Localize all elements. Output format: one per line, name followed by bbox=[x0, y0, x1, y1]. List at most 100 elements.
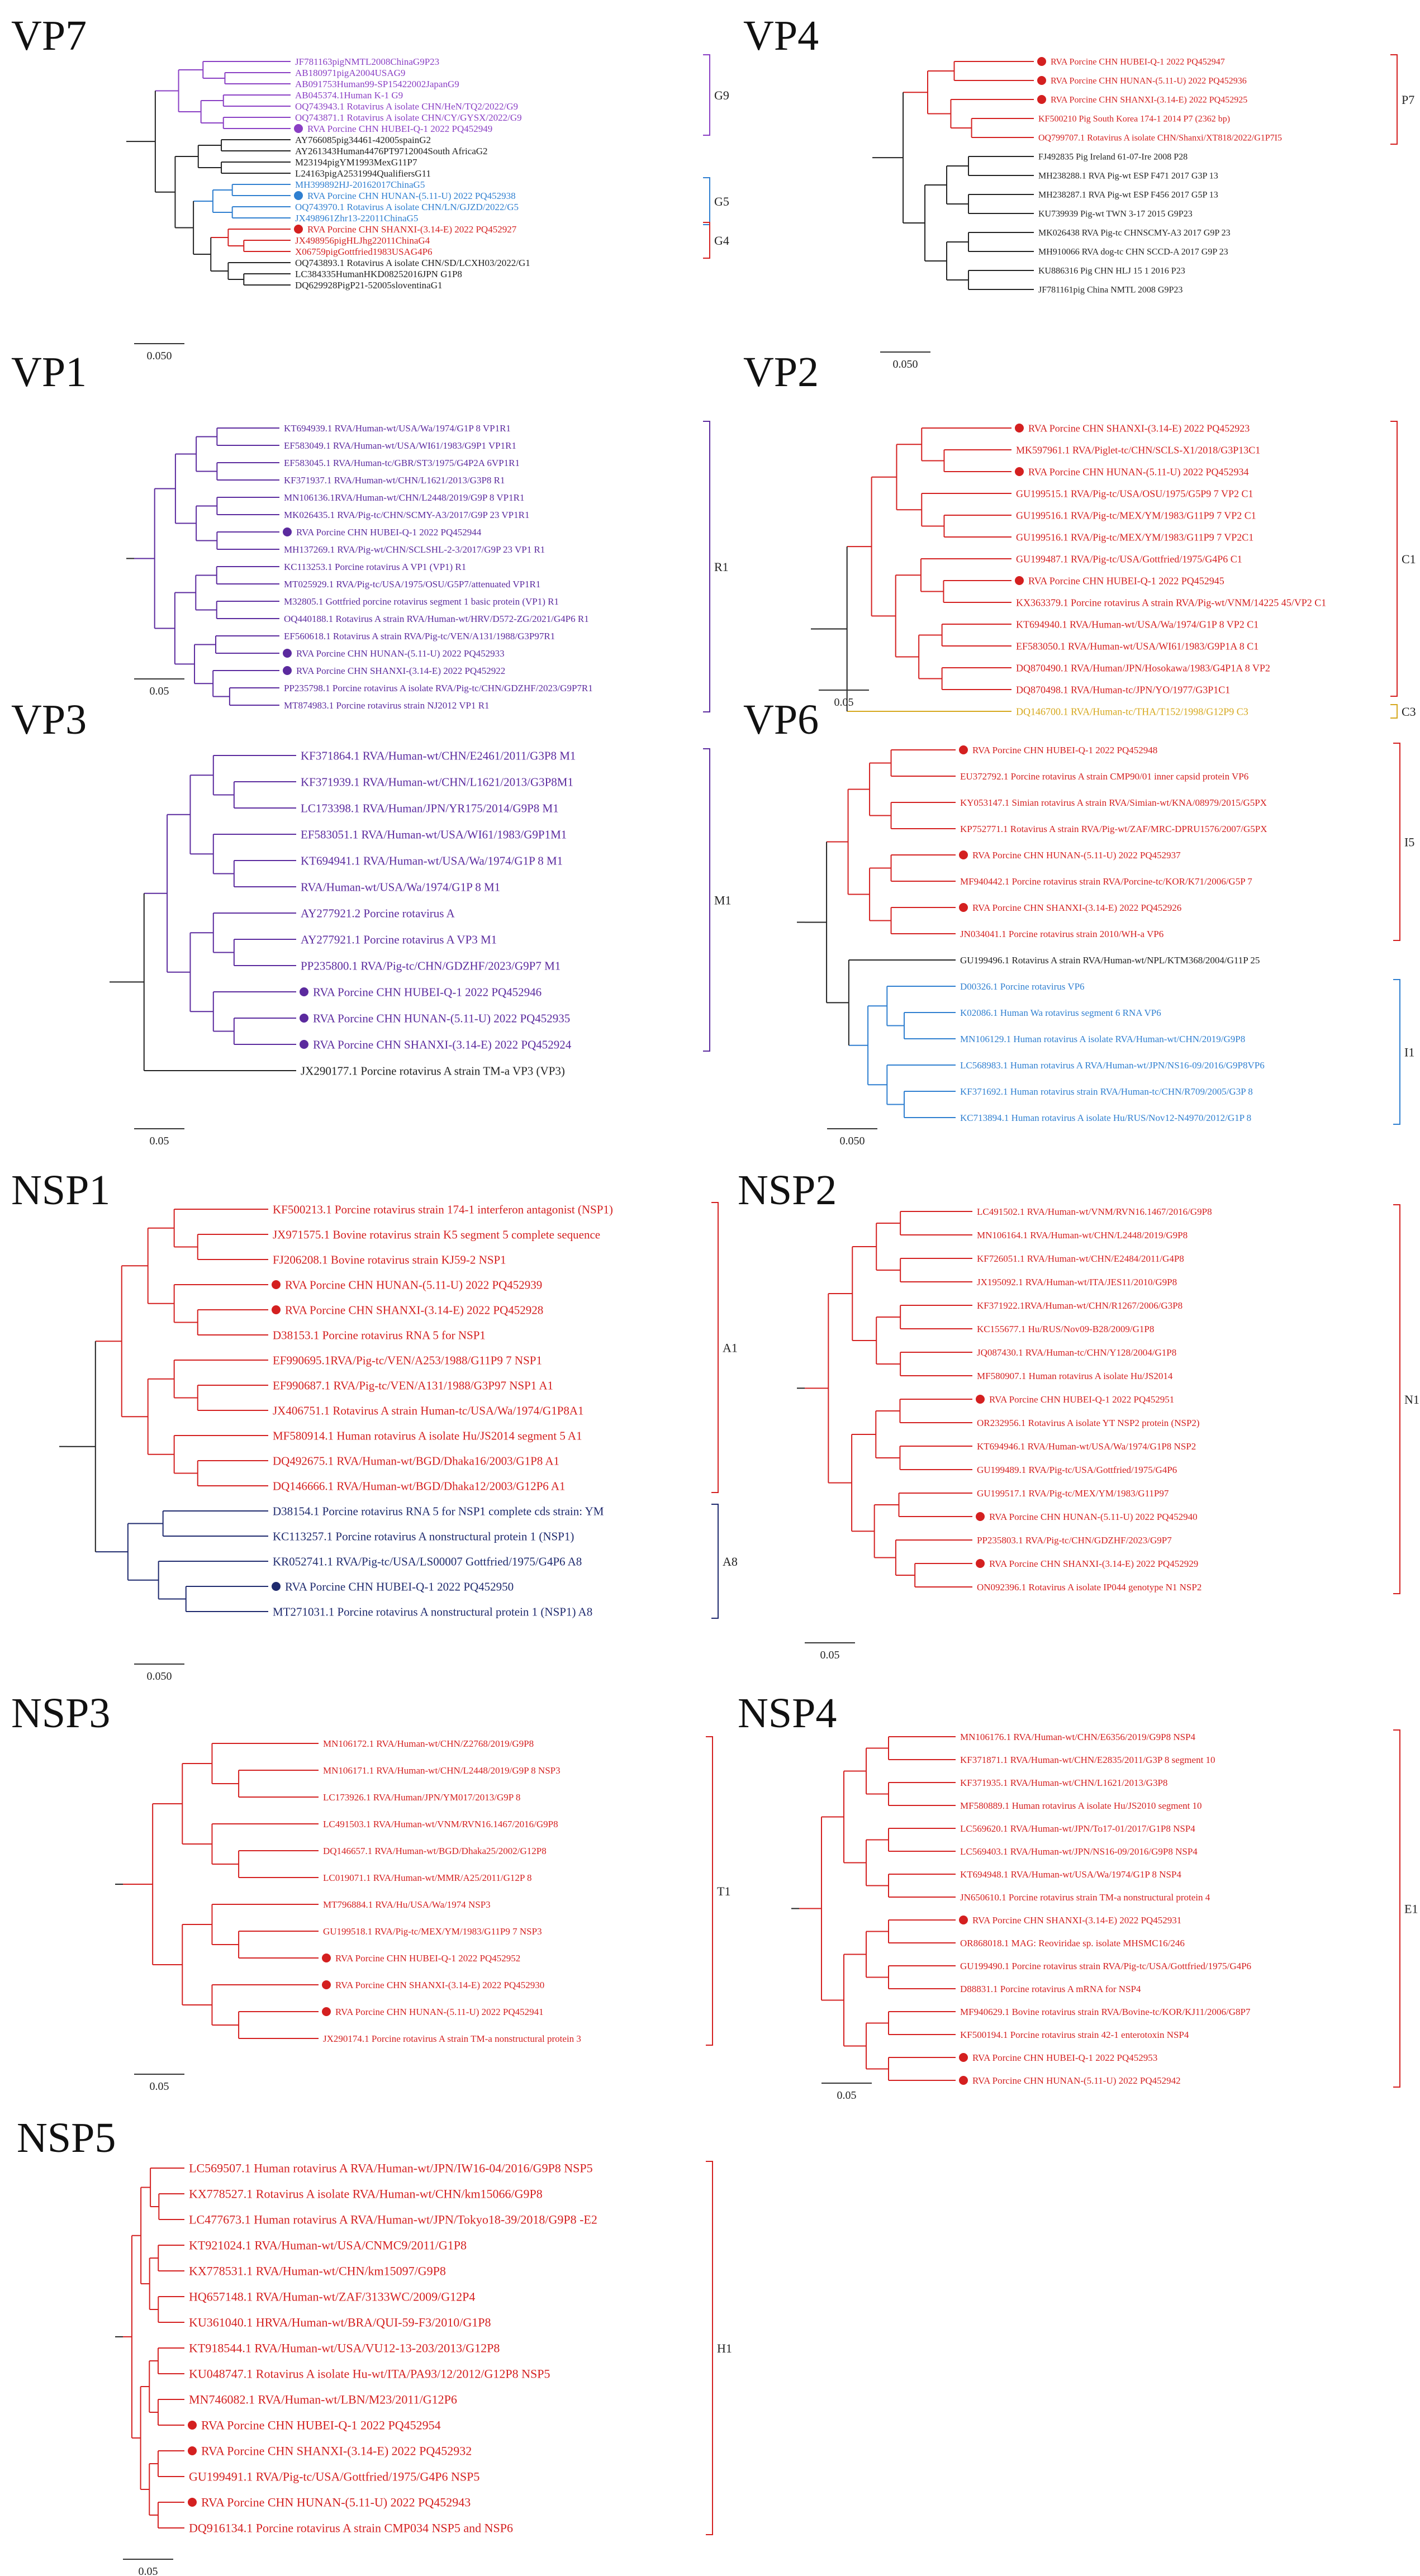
leaf-label: M23194pigYM1993MexG11P7 bbox=[295, 157, 417, 168]
scale-label: 0.05 bbox=[820, 1649, 840, 1661]
tree-svg: RVA Porcine CHN SHANXI-(3.14-E) 2022 PQ4… bbox=[811, 421, 1416, 719]
panel-nsp2: NSP2 LC491502.1 RVA/Human-wt/VNM/RVN16.1… bbox=[721, 1162, 1420, 1676]
sample-dot bbox=[322, 2007, 331, 2016]
leaf-label: KT694946.1 RVA/Human-wt/USA/Wa/1974/G1P8… bbox=[977, 1441, 1196, 1452]
leaf-label: KP752771.1 Rotavirus A strain RVA/Pig-wt… bbox=[960, 824, 1267, 834]
leaf-label: MN106171.1 RVA/Human-wt/CHN/L2448/2019/G… bbox=[323, 1765, 561, 1776]
leaf-label: EF990687.1 RVA/Pig-tc/VEN/A131/1988/G3P9… bbox=[273, 1379, 553, 1392]
leaf-label: RVA Porcine CHN HUBEI-Q-1 2022 PQ452953 bbox=[972, 2052, 1157, 2063]
leaf-label: D38153.1 Porcine rotavirus RNA 5 for NSP… bbox=[273, 1328, 486, 1342]
leaf-label: RVA Porcine CHN HUNAN-(5.11-U) 2022 PQ45… bbox=[307, 191, 516, 201]
leaf-label: KF726051.1 RVA/Human-wt/CHN/E2484/2011/G… bbox=[977, 1253, 1184, 1264]
leaf-label: GU199516.1 RVA/Pig-tc/MEX/YM/1983/G11P9 … bbox=[1016, 531, 1253, 543]
leaf-label: MH137269.1 RVA/Pig-wt/CHN/SCLSHL-2-3/201… bbox=[284, 544, 545, 555]
leaf-label: KC113257.1 Porcine rotavirus A nonstruct… bbox=[273, 1529, 574, 1543]
leaf-label: RVA Porcine CHN SHANXI-(3.14-E) 2022 PQ4… bbox=[335, 1980, 544, 1990]
leaf-label: JX498961Zhr13-22011ChinaG5 bbox=[295, 213, 418, 224]
tree-svg: JF781163pigNMTL2008ChinaG9P23AB180971pig… bbox=[126, 54, 729, 362]
clade-bracket bbox=[703, 421, 710, 712]
leaf-label: RVA Porcine CHN SHANXI-(3.14-E) 2022 PQ4… bbox=[307, 224, 517, 235]
leaf-label: JX290177.1 Porcine rotavirus A strain TM… bbox=[301, 1064, 565, 1077]
clade-label: N1 bbox=[1404, 1392, 1419, 1406]
leaf-label: KT694939.1 RVA/Human-wt/USA/Wa/1974/G1P … bbox=[284, 423, 511, 434]
leaf-label: AY277921.2 Porcine rotavirus A bbox=[301, 906, 455, 920]
leaf-label: MN106172.1 RVA/Human-wt/CHN/Z2768/2019/G… bbox=[323, 1738, 534, 1749]
panel-title: NSP2 bbox=[738, 1167, 837, 1214]
sample-dot bbox=[1037, 76, 1046, 85]
leaf-label: KF371935.1 RVA/Human-wt/CHN/L1621/2013/G… bbox=[960, 1777, 1167, 1788]
leaf-label: KT921024.1 RVA/Human-wt/USA/CNMC9/2011/G… bbox=[189, 2238, 467, 2252]
scale-label: 0.05 bbox=[139, 2565, 158, 2576]
leaf-label: EU372792.1 Porcine rotavirus A strain CM… bbox=[960, 771, 1248, 782]
leaf-label: KF371692.1 Human rotavirus strain RVA/Hu… bbox=[960, 1086, 1253, 1097]
panel-title: NSP1 bbox=[11, 1167, 111, 1214]
clade-bracket bbox=[1393, 979, 1400, 1125]
leaf-label: FJ492835 Pig Ireland 61-07-Ire 2008 P28 bbox=[1038, 153, 1188, 162]
sample-dot bbox=[959, 2076, 968, 2085]
panel-title: NSP5 bbox=[17, 2114, 116, 2161]
panel-vp6: VP6 RVA Porcine CHN HUBEI-Q-1 2022 PQ452… bbox=[721, 687, 1420, 1147]
leaf-label: AY261343Human4476PT9712004South AfricaG2 bbox=[295, 146, 488, 156]
clade-bracket bbox=[1390, 704, 1398, 719]
leaf-label: KT694948.1 RVA/Human-wt/USA/Wa/1974/G1P … bbox=[960, 1869, 1181, 1880]
leaf-label: KU361040.1 HRVA/Human-wt/BRA/QUI-59-F3/2… bbox=[189, 2316, 491, 2330]
leaf-label: KX363379.1 Porcine rotavirus A strain RV… bbox=[1016, 597, 1326, 608]
tree-svg: LC491502.1 RVA/Human-wt/VNM/RVN16.1467/2… bbox=[797, 1204, 1419, 1661]
sample-dot bbox=[959, 2053, 968, 2062]
clade-label: G4 bbox=[714, 234, 729, 248]
clade-bracket bbox=[703, 177, 710, 225]
leaf-label: RVA Porcine CHN HUNAN-(5.11-U) 2022 PQ45… bbox=[313, 1011, 570, 1025]
leaf-label: KC113253.1 Porcine rotavirus A VP1 (VP1)… bbox=[284, 562, 466, 572]
leaf-label: RVA Porcine CHN SHANXI-(3.14-E) 2022 PQ4… bbox=[1028, 422, 1250, 434]
leaf-label: JX406751.1 Rotavirus A strain Human-tc/U… bbox=[273, 1404, 584, 1417]
clade-label: M1 bbox=[714, 893, 732, 907]
leaf-label: RVA Porcine CHN HUBEI-Q-1 2022 PQ452948 bbox=[972, 745, 1157, 755]
leaf-label: MK026438 RVA Pig-tc CHNSCMY-A3 2017 G9P … bbox=[1038, 229, 1231, 238]
leaf-label: KF371939.1 RVA/Human-wt/CHN/L1621/2013/G… bbox=[301, 775, 573, 788]
leaf-label: RVA Porcine CHN SHANXI-(3.14-E) 2022 PQ4… bbox=[285, 1303, 543, 1316]
leaf-label: GU199516.1 RVA/Pig-tc/MEX/YM/1983/G11P9 … bbox=[1016, 510, 1256, 521]
leaf-label: GU199490.1 Porcine rotavirus strain RVA/… bbox=[960, 1961, 1251, 1971]
sample-dot bbox=[294, 124, 303, 133]
leaf-label: RVA Porcine CHN SHANXI-(3.14-E) 2022 PQ4… bbox=[1051, 96, 1247, 105]
leaf-label: RVA Porcine CHN HUBEI-Q-1 2022 PQ452949 bbox=[307, 123, 492, 134]
leaf-label: AB180971pigA2004USAG9 bbox=[295, 68, 405, 78]
tree-svg: RVA Porcine CHN HUBEI-Q-1 2022 PQ452948 E… bbox=[797, 743, 1414, 1147]
leaf-label: MN106136.1RVA/Human-wt/CHN/L2448/2019/G9… bbox=[284, 492, 524, 503]
leaf-label: EF990695.1RVA/Pig-tc/VEN/A253/1988/G11P9… bbox=[273, 1353, 542, 1367]
panel-title: NSP4 bbox=[738, 1690, 837, 1737]
clade-bracket bbox=[711, 1504, 719, 1619]
clade-label: I5 bbox=[1404, 835, 1414, 849]
leaf-label: EF560618.1 Rotavirus A strain RVA/Pig-tc… bbox=[284, 631, 555, 641]
leaf-label: MT271031.1 Porcine rotavirus A nonstruct… bbox=[273, 1605, 592, 1618]
leaf-label: LC491502.1 RVA/Human-wt/VNM/RVN16.1467/2… bbox=[977, 1206, 1212, 1217]
scale-label: 0.050 bbox=[147, 350, 172, 362]
leaf-label: KC713894.1 Human rotavirus A isolate Hu/… bbox=[960, 1113, 1251, 1123]
sample-dot bbox=[300, 1014, 308, 1023]
leaf-label: MF580907.1 Human rotavirus A isolate Hu/… bbox=[977, 1371, 1173, 1381]
leaf-label: DQ916134.1 Porcine rotavirus A strain CM… bbox=[189, 2521, 513, 2535]
leaf-label: LC569620.1 RVA/Human-wt/JPN/To17-01/2017… bbox=[960, 1823, 1195, 1834]
leaf-label: DQ492675.1 RVA/Human-wt/BGD/Dhaka16/2003… bbox=[273, 1454, 559, 1467]
sample-dot bbox=[976, 1559, 985, 1568]
leaf-label: OQ799707.1 Rotavirus A isolate CHN/Shanx… bbox=[1038, 134, 1282, 143]
leaf-label: RVA Porcine CHN SHANXI-(3.14-E) 2022 PQ4… bbox=[972, 1915, 1181, 1926]
clade-bracket bbox=[703, 54, 710, 136]
sample-dot bbox=[283, 649, 292, 658]
leaf-label: AB091753Human99-SP15422002JapanG9 bbox=[295, 79, 459, 89]
sample-dot bbox=[322, 1954, 331, 1962]
sample-dot bbox=[959, 850, 968, 859]
leaf-label: MN106164.1 RVA/Human-wt/CHN/L2448/2019/G… bbox=[977, 1230, 1188, 1241]
panel-vp4: VP4 RVA Porcine CHN HUBEI-Q-1 2022 PQ452… bbox=[721, 0, 1420, 370]
leaf-label: RVA Porcine CHN HUNAN-(5.11-U) 2022 PQ45… bbox=[1051, 77, 1247, 86]
leaf-label: KC155677.1 Hu/RUS/Nov09-B28/2009/G1P8 bbox=[977, 1324, 1154, 1334]
leaf-label: RVA Porcine CHN SHANXI-(3.14-E) 2022 PQ4… bbox=[313, 1038, 572, 1051]
leaf-label: RVA Porcine CHN HUBEI-Q-1 2022 PQ452951 bbox=[989, 1394, 1174, 1405]
tree-svg: MN106176.1 RVA/Human-wt/CHN/E6356/2019/G… bbox=[791, 1729, 1418, 2102]
clade-label: A1 bbox=[723, 1341, 738, 1355]
sample-dot bbox=[188, 2446, 197, 2455]
sample-dot bbox=[272, 1305, 281, 1314]
leaf-label: RVA Porcine CHN HUNAN-(5.11-U) 2022 PQ45… bbox=[989, 1512, 1198, 1522]
tree-svg: LC569507.1 Human rotavirus A RVA/Human-w… bbox=[115, 2161, 732, 2576]
leaf-label: LC173926.1 RVA/Human/JPN/YM017/2013/G9P … bbox=[323, 1792, 520, 1803]
